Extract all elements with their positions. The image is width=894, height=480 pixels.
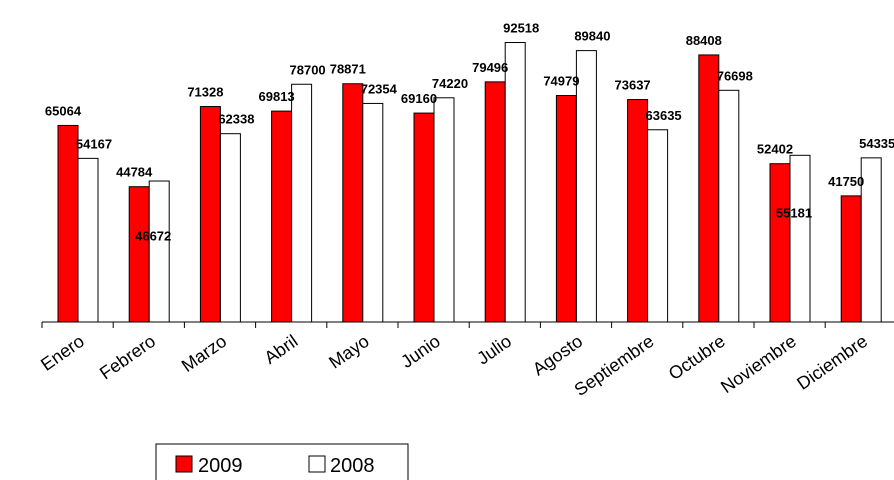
legend-label-2009: 2009	[198, 455, 243, 477]
data-label-2008-octubre: 76698	[717, 68, 753, 83]
x-axis-ticks	[41, 322, 826, 328]
data-label-2009-mayo: 78871	[330, 62, 366, 77]
category-labels: Enero Febrero Marzo Abril Mayo Junio Julio Agos…	[37, 331, 871, 400]
data-label-2009-julio: 79496	[472, 60, 508, 75]
legend: 2009 2008	[155, 443, 409, 480]
category-label-mayo: Mayo	[325, 331, 373, 373]
data-label-2009-marzo: 71328	[187, 85, 223, 100]
category-label-junio: Junio	[397, 331, 444, 372]
category-label-febrero: Febrero	[96, 331, 159, 384]
data-label-2009-septiembre: 73637	[615, 78, 651, 93]
bars-group	[57, 42, 882, 323]
data-label-2009-noviembre: 52402	[757, 142, 793, 157]
bar-2009-agosto	[555, 95, 577, 323]
bar-2008-noviembre	[789, 154, 811, 323]
legend-box	[155, 443, 409, 480]
data-label-2008-enero: 54167	[76, 136, 112, 151]
bar-2008-septiembre	[647, 129, 669, 323]
data-label-2008-noviembre: 55181	[776, 206, 812, 221]
data-label-2008-junio: 74220	[432, 76, 468, 91]
bar-2008-octubre	[718, 89, 740, 323]
category-label-marzo: Marzo	[178, 331, 230, 376]
category-label-enero: Enero	[37, 331, 88, 375]
data-label-2008-agosto: 89840	[574, 29, 610, 44]
legend-swatch-2008	[308, 455, 326, 473]
bar-2008-abril	[291, 83, 313, 323]
data-label-2008-julio: 92518	[503, 21, 539, 36]
bar-2009-noviembre	[769, 163, 791, 323]
category-label-diciembre: Diciembre	[793, 331, 871, 394]
data-label-2008-febrero: 46672	[135, 229, 171, 244]
bar-2008-mayo	[362, 102, 384, 323]
bar-2009-febrero	[128, 186, 150, 323]
category-label-abril: Abril	[261, 331, 302, 368]
data-label-2008-mayo: 72354	[361, 81, 398, 96]
category-label-octubre: Octubre	[665, 331, 729, 384]
bar-2008-julio	[504, 42, 526, 323]
data-label-2009-junio: 69160	[401, 91, 437, 106]
bar-2008-enero	[77, 157, 99, 323]
legend-swatch-2009	[175, 455, 193, 473]
data-label-2008-abril: 78700	[290, 62, 326, 77]
data-label-2009-febrero: 44784	[116, 165, 153, 180]
data-label-2008-septiembre: 63635	[646, 108, 682, 123]
bar-2009-junio	[413, 112, 435, 323]
data-label-2009-enero: 65064	[45, 103, 82, 118]
bar-2009-enero	[57, 124, 79, 323]
bar-2009-diciembre	[840, 195, 862, 323]
bar-2008-junio	[433, 97, 455, 323]
bar-2009-abril	[271, 110, 293, 323]
category-label-agosto: Agosto	[529, 331, 586, 380]
data-label-2009-agosto: 74979	[543, 74, 579, 89]
category-label-septiembre: Septiembre	[571, 331, 658, 400]
bar-2009-septiembre	[627, 99, 649, 323]
bar-2009-mayo	[342, 83, 364, 323]
bar-2008-marzo	[219, 133, 241, 323]
bar-2009-octubre	[698, 54, 720, 323]
data-label-2008-diciembre: 54335	[859, 136, 894, 151]
category-label-julio: Julio	[473, 331, 515, 369]
bar-2008-agosto	[575, 50, 597, 323]
data-label-2008-marzo: 62338	[218, 112, 254, 127]
bar-2009-julio	[484, 81, 506, 323]
data-label-2009-octubre: 88408	[686, 33, 722, 48]
legend-label-2008: 2008	[330, 455, 375, 477]
bar-2009-marzo	[199, 106, 221, 323]
data-label-2009-abril: 69813	[259, 89, 295, 104]
bar-2008-febrero	[148, 180, 170, 323]
data-label-2009-diciembre: 41750	[828, 174, 864, 189]
category-label-noviembre: Noviembre	[717, 331, 800, 397]
data-labels: 65064 54167 44784 46672 71328 62338 69813 78700…	[45, 21, 894, 244]
